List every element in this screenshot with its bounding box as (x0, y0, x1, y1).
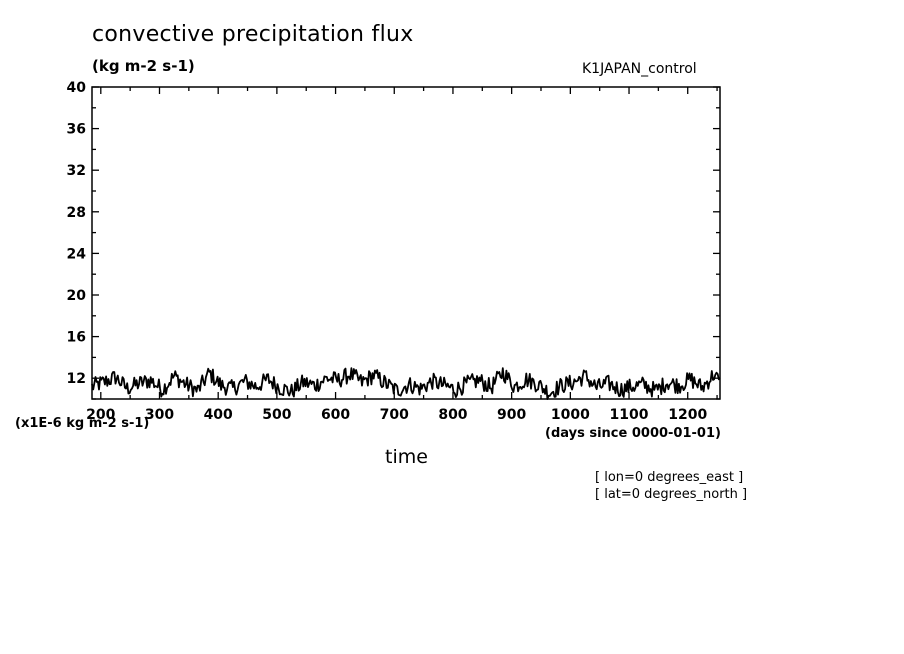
x-tick-label: 500 (262, 407, 291, 423)
x-tick-label: 1200 (668, 407, 707, 423)
y-tick-label: 12 (67, 371, 86, 387)
x-tick-label: 300 (145, 407, 174, 423)
x-tick-label: 1100 (610, 407, 649, 423)
y-tick-label: 16 (67, 330, 86, 346)
y-tick-label: 36 (67, 122, 86, 138)
y-tick-label: 40 (67, 80, 87, 96)
y-scale-note: (x1E-6 kg m-2 s-1) (15, 416, 150, 431)
x-units-label: (days since 0000-01-01) (545, 426, 721, 441)
series (91, 367, 721, 401)
axes (91, 86, 721, 400)
x-tick-label: 800 (438, 407, 467, 423)
tick-labels: 12 16 20 24 28 32 36 40 200 300 400 500 600 700 800 900… (67, 80, 708, 423)
x-tick-label: 700 (380, 407, 409, 423)
x-tick-label: 1000 (551, 407, 590, 423)
y-tick-label: 24 (67, 246, 87, 262)
series-line (91, 367, 721, 401)
lon-annotation: [ lon=0 degrees_east ] (595, 470, 744, 485)
x-tick-label: 200 (86, 407, 115, 423)
chart-units: (kg m-2 s-1) (92, 57, 195, 75)
y-tick-label: 32 (67, 163, 86, 179)
y-tick-label: 28 (67, 205, 86, 221)
ticks (92, 86, 720, 400)
x-tick-label: 600 (321, 407, 350, 423)
x-tick-label: 400 (204, 407, 233, 423)
x-tick-label: 900 (497, 407, 526, 423)
plot-frame (91, 86, 721, 400)
lat-annotation: [ lat=0 degrees_north ] (595, 487, 748, 502)
x-axis-label: time (385, 446, 428, 468)
y-tick-label: 20 (67, 288, 87, 304)
dataset-label: K1JAPAN_control (582, 61, 697, 77)
chart-title: convective precipitation flux (92, 22, 414, 47)
